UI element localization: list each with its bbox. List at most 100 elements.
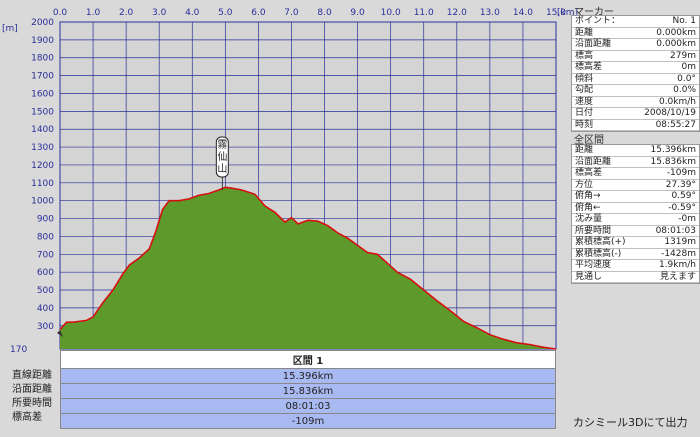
info-label: 平均速度 (575, 260, 612, 270)
segment-table: 区間 1 15.396km 15.836km 08:01:03 -109m (60, 350, 556, 429)
info-label: 沿面距離 (575, 156, 612, 167)
info-value: 08:01:03 (655, 225, 696, 236)
info-value: -109m (666, 168, 696, 178)
footer-text: カシミール3Dにて出力 (573, 416, 688, 429)
y-tick-label: 1200 (31, 161, 54, 171)
info-value: 15.836km (650, 156, 696, 167)
info-row: 標高差 -109m (572, 168, 699, 180)
info-row: 累積標高(-) -1428m (572, 248, 699, 260)
info-row: ポイント： No. 1 (572, 16, 699, 28)
info-label: 累積標高(-) (575, 248, 622, 259)
info-row: 標高差 0m (572, 62, 699, 74)
info-value: 見えます (659, 271, 696, 282)
segment-header: 区間 1 (60, 350, 556, 369)
y-tick-label: 1600 (31, 89, 54, 99)
info-row: 俯角→ 0.59° (572, 191, 699, 203)
segment-value-straight: 15.396km (60, 368, 556, 384)
x-tick-label: 8.0 (317, 8, 332, 18)
info-label: 日付 (575, 108, 594, 118)
y-tick-label: 700 (37, 250, 54, 260)
info-value: 0.0% (673, 85, 696, 95)
annotation-box (215, 136, 229, 178)
info-value: 2008/10/19 (644, 108, 696, 118)
info-value: 15.396km (650, 145, 696, 155)
info-row: 沿面距離 0.000km (572, 39, 699, 51)
info-row: 所要時間 08:01:03 (572, 225, 699, 237)
info-label: 累積標高(+) (575, 237, 626, 247)
info-label: 標高差 (575, 62, 603, 72)
segment-value-surface: 15.836km (60, 383, 556, 399)
info-value: -1428m (661, 248, 696, 259)
info-row: 方位 27.39° (572, 179, 699, 191)
start-marker-icon (57, 330, 63, 337)
x-tick-labels: 0.0 1.0 2.0 3.0 4.0 5.0 6.0 7.0 8.0 9.0 10.0 11.0 12… (53, 8, 566, 18)
segment-labels: 直線距離 沿面距離 所要時間 標高差 (2, 369, 58, 425)
annotation-char: 霧 (217, 139, 227, 151)
x-tick-label: 5.0 (218, 8, 233, 18)
info-label: 所要時間 (575, 225, 612, 236)
y-tick-label: 1500 (31, 107, 54, 117)
info-row: 距離 0.000km (572, 27, 699, 39)
y-tick-label: 500 (37, 286, 54, 296)
info-label: 距離 (575, 145, 594, 155)
info-label: 傾斜 (575, 73, 594, 84)
info-row: 距離 15.396km (572, 145, 699, 157)
info-value: 08:55:27 (655, 119, 696, 130)
info-label: 方位 (575, 179, 594, 190)
info-label: 標高 (575, 50, 594, 61)
segment-label-time: 所要時間 (12, 398, 52, 409)
info-row: 傾斜 0.0° (572, 73, 699, 85)
info-row: 沈み量 -0m (572, 214, 699, 226)
y-tick-labels: 300 400 500 600 700 800 900 1000 1100 1200 1300 140… (31, 18, 54, 332)
segment-value-elev-diff: -109m (60, 413, 556, 429)
x-tick-label: 12.0 (447, 8, 467, 18)
x-tick-label: 7.0 (284, 8, 299, 18)
total-title: 全区間 (574, 135, 604, 146)
x-tick-label: 13.0 (480, 8, 500, 18)
info-value: 27.39° (665, 179, 696, 190)
total-panel: 距離 15.396km 沿面距離 15.836km 標高差 -109m 方位 27.39° 俯角… (571, 144, 700, 284)
info-value: 1319m (664, 237, 696, 247)
y-tick-label: 1400 (31, 125, 54, 135)
info-label: 見通し (575, 271, 603, 282)
info-label: 俯角→ (575, 191, 601, 201)
info-label: 沈み量 (575, 214, 603, 224)
x-tick-label: 3.0 (152, 8, 167, 18)
info-label: 速度 (575, 96, 594, 107)
info-value: No. 1 (672, 16, 696, 26)
annotation-char: 山 (217, 163, 227, 175)
info-value: 0.59° (671, 191, 696, 201)
x-tick-label: 9.0 (350, 8, 365, 18)
segment-label-elev-diff: 標高差 (12, 412, 42, 423)
x-tick-label: 6.0 (251, 8, 266, 18)
segment-label-surface: 沿面距離 (12, 384, 52, 395)
y-tick-label: 1900 (31, 36, 54, 46)
info-value: 0.0° (677, 73, 696, 84)
y-tick-label: 1300 (31, 143, 54, 153)
info-row: 沿面距離 15.836km (572, 156, 699, 168)
y-tick-label: 800 (37, 232, 54, 242)
info-row: 標高 279m (572, 50, 699, 62)
y-tick-label: 1000 (31, 197, 54, 207)
x-tick-label: 10.0 (381, 8, 401, 18)
marker-panel: ポイント： No. 1 距離 0.000km 沿面距離 0.000km 標高 279m 標高差 0… (571, 15, 700, 132)
peak-annotation: 霧仙山 (215, 136, 229, 190)
info-value: 0.000km (656, 27, 696, 38)
y-tick-label: 600 (37, 268, 54, 278)
y-tick-label: 1800 (31, 54, 54, 64)
x-unit-label: [km] (557, 8, 578, 18)
info-row: 勾配 0.0% (572, 85, 699, 97)
x-tick-label: 2.0 (119, 8, 134, 18)
y-tick-label: 1700 (31, 72, 54, 82)
x-tick-label: 0.0 (53, 8, 68, 18)
x-tick-label: 15.0 (546, 8, 566, 18)
info-row: 累積標高(+) 1319m (572, 237, 699, 249)
info-row: 見通し 見えます (572, 271, 699, 283)
info-row: 平均速度 1.9km/h (572, 260, 699, 272)
y-tick-label: 2000 (31, 18, 54, 28)
info-row: 時刻 08:55:27 (572, 119, 699, 131)
info-value: 0.0km/h (658, 96, 696, 107)
segment-label-straight: 直線距離 (12, 370, 52, 381)
info-label: ポイント： (575, 16, 621, 26)
